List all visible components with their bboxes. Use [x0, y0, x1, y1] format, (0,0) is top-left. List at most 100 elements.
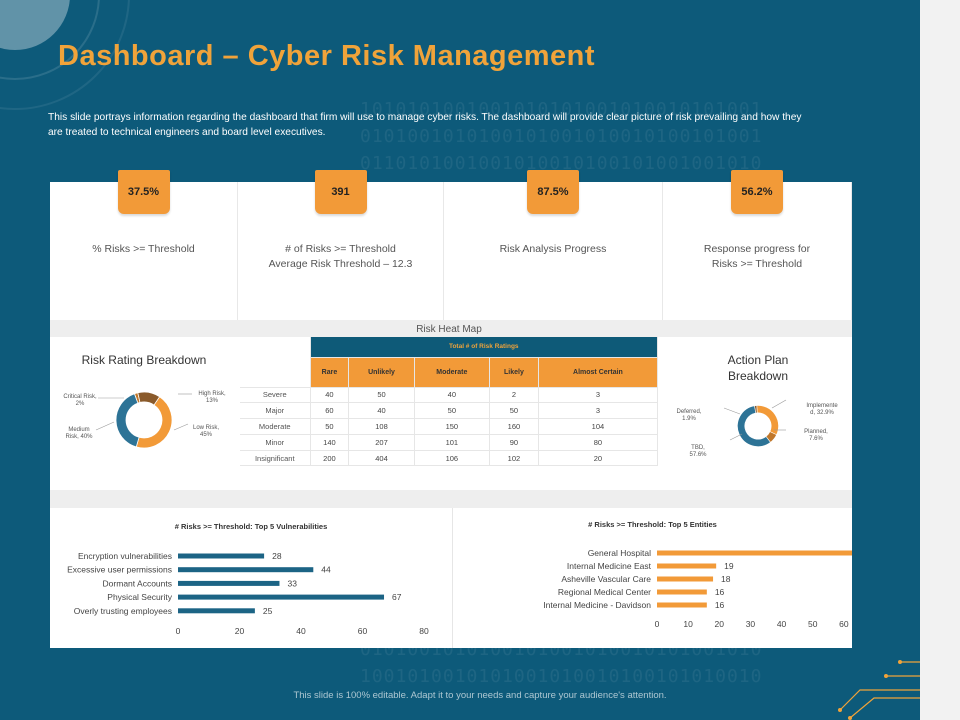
- heat-map-column-header: Almost Certain: [538, 357, 659, 388]
- footer-note: This slide is 100% editable. Adapt it to…: [293, 690, 667, 701]
- bar-value-label: 18: [721, 574, 731, 584]
- kpi-card: 391 # of Risks >= Threshold Average Risk…: [238, 170, 444, 320]
- donut-label-name: Planned,: [804, 429, 828, 435]
- right-margin: [920, 0, 960, 720]
- heat-map-group-header: Total # of Risk Ratings: [310, 337, 658, 358]
- bar-category-label: Dormant Accounts: [103, 578, 172, 588]
- heat-map-cell: 60: [310, 402, 350, 420]
- section-divider: [50, 490, 852, 508]
- bar-value-label: 16: [715, 587, 725, 597]
- bar: [657, 576, 714, 582]
- chart-divider: [452, 508, 453, 648]
- risk-rating-leaders: [95, 393, 192, 431]
- heat-map-cell: 404: [348, 450, 415, 467]
- donut-label-value: 2%: [75, 401, 85, 407]
- heat-map-row-label: Major: [240, 402, 311, 420]
- axis-tick-label: 50: [808, 619, 818, 629]
- axis-tick-label: 40: [296, 626, 306, 636]
- heat-map-cell: 108: [348, 418, 415, 435]
- kpi-card: 87.5% Risk Analysis Progress: [444, 170, 663, 320]
- kpi-label-line: Response progress for: [703, 243, 811, 255]
- bar: [657, 589, 707, 595]
- bar-category-label: Encryption vulnerabilities: [78, 551, 172, 561]
- bar-value-label: 33: [287, 578, 297, 588]
- bar-category-label: Internal Medicine - Davidson: [543, 600, 651, 610]
- table-row: Moderate 50 108 150 160 104: [240, 418, 659, 435]
- heat-map-cell: 160: [489, 418, 539, 435]
- entities-chart-title: # Risks >= Threshold: Top 5 Entities: [588, 520, 717, 529]
- heat-map-title: Risk Heat Map: [416, 324, 482, 335]
- bar: [178, 553, 265, 559]
- heat-map-cell: 50: [310, 418, 350, 435]
- donut-label-name: TBD,: [691, 445, 705, 451]
- donut-slice-medium-risk: [115, 393, 140, 448]
- bar-value-label: 19: [724, 561, 734, 571]
- bar-category-label: General Hospital: [588, 548, 651, 558]
- donut-label-value: d, 32.9%: [810, 410, 834, 416]
- heat-map-cell: 50: [348, 387, 415, 404]
- table-row: Minor 140 207 101 90 80: [240, 434, 659, 451]
- axis-tick-label: 0: [655, 619, 660, 629]
- table-row: Major 60 40 50 50 3: [240, 402, 659, 420]
- donut-label-name: Medium Risk, 40%: [65, 427, 93, 440]
- axis-tick-label: 10: [683, 619, 693, 629]
- bar-category-label: Excessive user permissions: [67, 565, 172, 575]
- heat-map-cell: 40: [348, 402, 415, 420]
- page-title: Dashboard – Cyber Risk Management: [58, 40, 596, 72]
- heat-map-cell: 40: [414, 387, 490, 404]
- bar-category-label: Asheville Vascular Care: [561, 574, 651, 584]
- heat-map-cell: 80: [538, 434, 659, 451]
- heat-map-cell: 2: [489, 387, 539, 404]
- donut-label-name: High Risk,: [198, 391, 226, 397]
- bar-value-label: 67: [392, 592, 402, 602]
- donut-label-value: 7.6%: [809, 436, 823, 442]
- table-corner: [240, 337, 311, 357]
- donut-label: Deferred, 1.9%: [672, 409, 706, 423]
- heat-map-cell: 90: [489, 434, 539, 451]
- donut-label: Critical Risk, 2%: [58, 394, 102, 408]
- kpi-label-line: Average Risk Threshold – 12.3: [268, 258, 413, 270]
- heat-map-cell: 50: [414, 402, 490, 420]
- table-corner: [240, 357, 311, 388]
- kpi-card: 37.5% % Risks >= Threshold: [50, 170, 238, 320]
- heat-map-cell: 50: [489, 402, 539, 420]
- donut-label-value: 45%: [199, 432, 212, 438]
- axis-tick-label: 20: [235, 626, 245, 636]
- action-plan-donut: [737, 405, 779, 447]
- kpi-label: # of Risks >= Threshold Average Risk Thr…: [238, 242, 443, 272]
- axis-tick-label: 60: [358, 626, 368, 636]
- entities-bar-chart: General Hospital66Internal Medicine East…: [543, 548, 852, 629]
- bar-value-label: 25: [263, 606, 273, 616]
- donut-label-value: 13%: [205, 398, 218, 404]
- donut-label-name: Critical Risk,: [63, 394, 97, 400]
- heat-map-row-label: Insignificant: [240, 450, 311, 467]
- donut-label: Low Risk, 45%: [188, 425, 224, 439]
- kpi-label-line: % Risks >= Threshold: [92, 243, 195, 255]
- action-plan-leaders: [723, 399, 787, 441]
- heat-map-column-header: Rare: [310, 357, 350, 388]
- vulnerabilities-chart-title: # Risks >= Threshold: Top 5 Vulnerabilit…: [174, 522, 328, 531]
- bar: [657, 550, 852, 556]
- heat-map-cell: 20: [538, 450, 659, 467]
- risk-rating-donut: [115, 391, 173, 449]
- bar: [178, 594, 385, 600]
- table-row: Severe 40 50 40 2 3: [240, 387, 659, 404]
- heat-map-column-header: Likely: [489, 357, 539, 388]
- bar: [178, 580, 280, 586]
- donut-label: High Risk, 13%: [192, 391, 232, 405]
- donut-label-name: Implemente: [806, 403, 838, 409]
- heat-map-cell: 3: [538, 387, 659, 404]
- donut-label: Implemente d, 32.9%: [802, 403, 842, 417]
- heat-map-column-header: Moderate: [414, 357, 490, 388]
- kpi-label-line: Risk Analysis Progress: [499, 243, 607, 255]
- bar: [657, 602, 707, 608]
- donut-label-name: Deferred,: [676, 409, 702, 415]
- action-plan-title-line: Action Plan: [727, 353, 789, 367]
- heat-map-row-label: Moderate: [240, 418, 311, 435]
- bar-value-label: 28: [272, 551, 282, 561]
- kpi-value: 391: [314, 170, 367, 214]
- heat-map-column-header: Unlikely: [348, 357, 415, 388]
- kpi-value: 56.2%: [731, 170, 783, 214]
- axis-tick-label: 30: [746, 619, 756, 629]
- risk-heat-map-table: Total # of Risk Ratings Rare Unlikely Mode…: [240, 337, 659, 467]
